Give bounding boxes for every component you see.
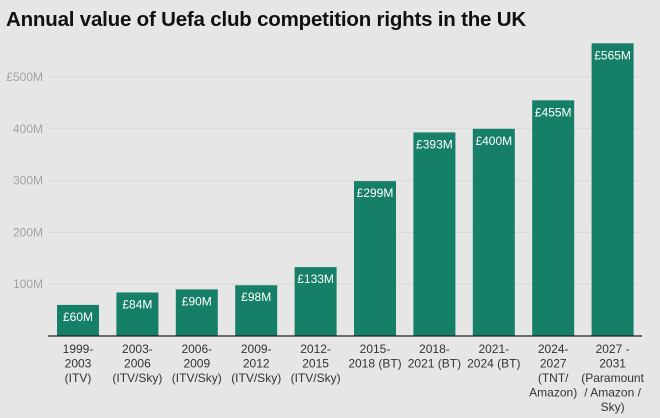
x-tick-label: 2018-2021 (BT) bbox=[408, 342, 461, 371]
x-tick-label: 2012-2015 (ITV/Sky) bbox=[291, 342, 341, 385]
x-tick-label: 2006-2009 (ITV/Sky) bbox=[172, 342, 222, 385]
data-label: £133M bbox=[297, 272, 334, 286]
data-label: £400M bbox=[475, 134, 512, 148]
x-tick-label: 1999-2003 (ITV) bbox=[63, 342, 94, 385]
data-label: £90M bbox=[182, 294, 212, 308]
data-label: £455M bbox=[535, 105, 572, 119]
bar bbox=[175, 289, 218, 336]
bar bbox=[472, 128, 515, 336]
data-label: £299M bbox=[357, 186, 394, 200]
data-label: £565M bbox=[594, 48, 631, 62]
bar bbox=[235, 285, 278, 336]
x-tick-label: 2009-2012 (ITV/Sky) bbox=[231, 342, 281, 385]
x-tick-label: 2024-2027 (TNT/Amazon) bbox=[529, 342, 577, 400]
data-label: £60M bbox=[63, 310, 93, 324]
data-label: £98M bbox=[241, 290, 271, 304]
bar bbox=[294, 267, 337, 336]
y-tick-label: 100M bbox=[13, 277, 43, 291]
bar bbox=[413, 132, 456, 336]
y-tick-label: 200M bbox=[13, 225, 43, 239]
y-tick-label: 400M bbox=[13, 122, 43, 136]
y-tick-label: £500M bbox=[6, 70, 43, 84]
bar bbox=[116, 292, 159, 336]
bar bbox=[532, 100, 575, 336]
x-tick-label: 2003-2006 (ITV/Sky) bbox=[112, 342, 162, 385]
y-tick-label: 300M bbox=[13, 174, 43, 188]
bar bbox=[57, 304, 99, 336]
data-label: £84M bbox=[122, 297, 152, 311]
bar bbox=[354, 181, 396, 336]
chart-title: Annual value of Uefa club competition ri… bbox=[6, 8, 526, 31]
x-tick-label: 2027 -2031 (Paramount / Amazon / Sky) bbox=[581, 342, 644, 414]
x-tick-label: 2021-2024 (BT) bbox=[467, 342, 520, 371]
data-label: £393M bbox=[416, 137, 453, 151]
x-tick-label: 2015-2018 (BT) bbox=[348, 342, 401, 371]
bar bbox=[591, 43, 634, 337]
